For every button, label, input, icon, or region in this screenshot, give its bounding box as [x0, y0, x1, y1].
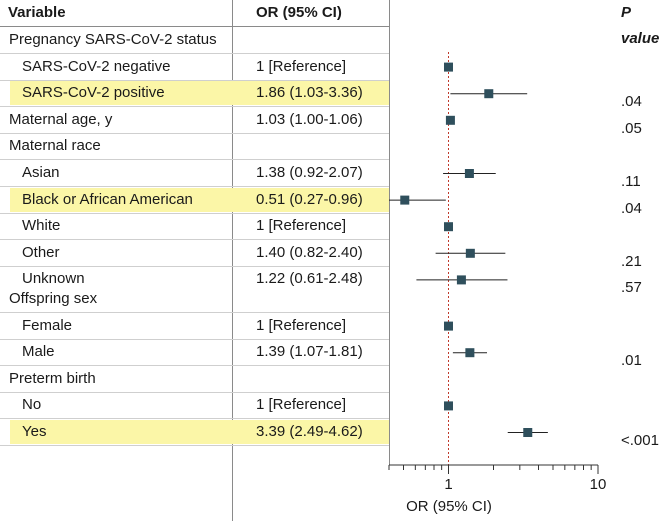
- column-divider-right: [389, 0, 390, 465]
- point-estimate: [523, 428, 533, 437]
- row-or-ci: 1 [Reference]: [256, 217, 347, 235]
- table-row: Male 1.39 (1.07-1.81): [0, 339, 389, 365]
- row-label: Preterm birth: [9, 369, 96, 387]
- table-row: Black or African American 0.51 (0.27-0.96…: [0, 187, 389, 213]
- table-row: White 1 [Reference]: [0, 213, 389, 239]
- row-divider: [0, 53, 389, 54]
- row-divider: [0, 79, 389, 81]
- table-row: Offspring sex: [0, 286, 389, 312]
- row-divider: [0, 132, 389, 134]
- row-label: Unknown: [22, 270, 85, 288]
- x-axis-title: OR (95% CI): [406, 498, 492, 515]
- point-estimate: [465, 348, 475, 358]
- row-or-ci: 1 [Reference]: [256, 396, 347, 414]
- table-row: No 1 [Reference]: [0, 392, 389, 418]
- row-divider: [0, 445, 389, 446]
- point-estimate: [443, 321, 453, 331]
- row-divider: [0, 159, 389, 161]
- table-row: SARS-CoV-2 negative 1 [Reference]: [0, 54, 389, 80]
- point-estimate: [465, 248, 475, 258]
- row-label: Black or African American: [22, 190, 193, 208]
- row-divider: [0, 365, 389, 367]
- row-or-ci: 1.38 (0.92-2.07): [256, 164, 363, 181]
- row-divider: [0, 338, 389, 340]
- column-divider-left: [232, 0, 233, 521]
- p-value: .04: [621, 199, 642, 217]
- row-divider: [0, 312, 389, 313]
- point-estimate: [400, 195, 410, 205]
- row-divider: [0, 186, 389, 187]
- point-estimate: [445, 115, 455, 125]
- point-estimate: [484, 89, 494, 99]
- row-or-ci: 0.51 (0.27-0.96): [256, 190, 363, 208]
- point-estimate: [443, 222, 453, 232]
- p-value: .21: [621, 252, 642, 270]
- header-p-value: P value: [621, 4, 660, 47]
- point-estimate: [443, 62, 453, 72]
- table-row: Asian 1.38 (0.92-2.07): [0, 160, 389, 186]
- row-divider: [0, 212, 389, 214]
- table-row: Pregnancy SARS-CoV-2 status: [0, 27, 389, 53]
- row-divider: [0, 239, 389, 241]
- row-or-ci: 1 [Reference]: [256, 316, 347, 334]
- row-label: Asian: [22, 164, 60, 181]
- row-label: Yes: [22, 423, 47, 440]
- table-row: Yes 3.39 (2.49-4.62): [0, 419, 389, 445]
- row-label: Maternal age, y: [9, 110, 113, 128]
- table-row: Maternal race: [0, 133, 389, 159]
- row-or-ci: 1.39 (1.07-1.81): [256, 343, 363, 361]
- table-row: SARS-CoV-2 positive 1.86 (1.03-3.36): [0, 80, 389, 106]
- header-variable: Variable: [8, 4, 66, 21]
- row-or-ci: 1.86 (1.03-3.36): [256, 84, 363, 102]
- row-or-ci: 1.22 (0.61-2.48): [256, 270, 363, 288]
- p-value: .01: [621, 352, 642, 370]
- header-or: OR (95% CI): [256, 4, 342, 21]
- row-label: Other: [22, 243, 60, 261]
- row-label: SARS-CoV-2 positive: [22, 84, 165, 102]
- row-or-ci: 1.40 (0.82-2.40): [256, 243, 363, 261]
- header-divider: [0, 26, 389, 27]
- row-or-ci: 3.39 (2.49-4.62): [256, 423, 363, 440]
- row-or-ci: 1.03 (1.00-1.06): [256, 110, 363, 128]
- row-label: No: [22, 396, 42, 414]
- point-estimate: [443, 401, 453, 411]
- p-value: .11: [621, 173, 641, 190]
- point-estimate: [456, 275, 466, 285]
- row-or-ci: 1 [Reference]: [256, 57, 347, 75]
- x-tick-label: 10: [590, 476, 607, 493]
- row-label: Maternal race: [9, 137, 101, 155]
- row-divider: [0, 106, 389, 108]
- row-label: SARS-CoV-2 negative: [22, 57, 171, 75]
- p-value: .57: [621, 279, 642, 297]
- point-estimate: [464, 169, 474, 178]
- row-label: Female: [22, 316, 73, 334]
- p-value: .04: [621, 93, 642, 111]
- table-row: Maternal age, y 1.03 (1.00-1.06): [0, 107, 389, 133]
- row-divider: [0, 391, 389, 393]
- table-row: Preterm birth: [0, 366, 389, 392]
- p-value: <.001: [621, 432, 659, 449]
- row-label: Pregnancy SARS-CoV-2 status: [9, 31, 217, 48]
- table-row: Other 1.40 (0.82-2.40): [0, 240, 389, 266]
- row-label: Offspring sex: [9, 290, 98, 307]
- p-value: .05: [621, 119, 642, 137]
- table-row: Female 1 [Reference]: [0, 313, 389, 339]
- row-divider: [0, 418, 389, 420]
- table-row: Unknown 1.22 (0.61-2.48): [0, 266, 389, 292]
- row-divider: [0, 265, 389, 267]
- row-label: Male: [22, 343, 55, 361]
- row-label: White: [22, 217, 61, 235]
- x-tick-label: 1: [444, 476, 452, 493]
